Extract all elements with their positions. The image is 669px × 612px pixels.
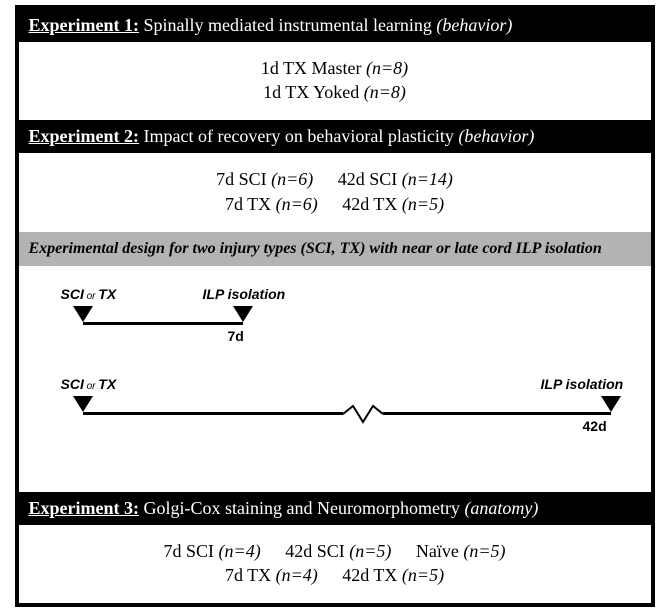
exp3-c22: 42d TX xyxy=(342,565,402,585)
exp3-c13: Naïve xyxy=(416,541,463,561)
tl1-start-a: SCI xyxy=(61,286,84,302)
exp3-title-rest: Golgi-Cox staining and Neuromorphometry xyxy=(139,498,464,518)
exp1-row1: 1d TX Master xyxy=(261,58,366,78)
tl2-tri-start xyxy=(73,396,93,412)
exp1-title-paren: (behavior) xyxy=(436,15,512,35)
exp1-row1-n: (n=8) xyxy=(366,58,408,78)
timeline-42d: SCI or TX ILP isolation 42d xyxy=(43,396,627,452)
tl1-start-or: or xyxy=(84,291,98,302)
exp2-c21-n: (n=6) xyxy=(276,194,318,214)
tl1-line xyxy=(83,322,243,325)
exp2-title-rest: Impact of recovery on behavioral plastic… xyxy=(139,126,458,146)
exp3-content: 7d SCI (n=4) 42d SCI (n=5) Naïve (n=5) 7… xyxy=(19,525,651,604)
exp2-title-paren: (behavior) xyxy=(458,126,534,146)
exp3-title-prefix: Experiment 3: xyxy=(29,498,139,518)
exp3-c22-n: (n=5) xyxy=(402,565,444,585)
tl1-tri-end xyxy=(233,306,253,322)
exp3-header: Experiment 3: Golgi-Cox staining and Neu… xyxy=(19,492,651,525)
exp3-c13-n: (n=5) xyxy=(463,541,505,561)
exp2-design-note: Experimental design for two injury types… xyxy=(19,232,651,266)
exp1-content: 1d TX Master (n=8) 1d TX Yoked (n=8) xyxy=(19,42,651,121)
exp2-c22: 42d TX xyxy=(342,194,402,214)
exp3-c12: 42d SCI xyxy=(285,541,349,561)
exp2-c11: 7d SCI xyxy=(216,169,271,189)
exp1-title-prefix: Experiment 1: xyxy=(29,15,139,35)
tl2-start-label: SCI or TX xyxy=(61,376,117,392)
tl1-tri-start xyxy=(73,306,93,322)
exp3-c21-n: (n=4) xyxy=(276,565,318,585)
exp3-c21: 7d TX xyxy=(225,565,276,585)
tl2-start-or: or xyxy=(84,381,98,392)
tl2-tri-end xyxy=(601,396,621,412)
exp2-c22-n: (n=5) xyxy=(402,194,444,214)
timeline-7d: SCI or TX ILP isolation 7d xyxy=(43,306,627,362)
exp2-c12-n: (n=14) xyxy=(402,169,453,189)
tl1-end-label: ILP isolation xyxy=(203,286,286,302)
exp2-content: 7d SCI (n=6) 42d SCI (n=14) 7d TX (n=6) … xyxy=(19,153,651,232)
tl2-day-label: 42d xyxy=(583,418,607,434)
tl2-start-b: TX xyxy=(98,376,116,392)
tl1-start-b: TX xyxy=(98,286,116,302)
exp3-c12-n: (n=5) xyxy=(349,541,391,561)
exp3-c11: 7d SCI xyxy=(164,541,219,561)
tl2-line-break xyxy=(343,404,383,424)
experiment-diagram-frame: Experiment 1: Spinally mediated instrume… xyxy=(15,5,655,608)
exp1-row2: 1d TX Yoked xyxy=(263,82,364,102)
tl2-start-a: SCI xyxy=(61,376,84,392)
tl2-end-label: ILP isolation xyxy=(541,376,624,392)
tl1-start-label: SCI or TX xyxy=(61,286,117,302)
exp1-header: Experiment 1: Spinally mediated instrume… xyxy=(19,9,651,42)
exp1-row2-n: (n=8) xyxy=(364,82,406,102)
exp3-c11-n: (n=4) xyxy=(219,541,261,561)
exp2-title-prefix: Experiment 2: xyxy=(29,126,139,146)
exp2-c11-n: (n=6) xyxy=(271,169,313,189)
exp1-title-rest: Spinally mediated instrumental learning xyxy=(139,15,436,35)
exp2-c12: 42d SCI xyxy=(338,169,402,189)
exp2-c21: 7d TX xyxy=(225,194,276,214)
exp2-timelines: SCI or TX ILP isolation 7d SCI or TX ILP… xyxy=(19,266,651,492)
exp3-title-paren: (anatomy) xyxy=(464,498,538,518)
exp2-header: Experiment 2: Impact of recovery on beha… xyxy=(19,120,651,153)
tl1-day-label: 7d xyxy=(228,328,244,344)
